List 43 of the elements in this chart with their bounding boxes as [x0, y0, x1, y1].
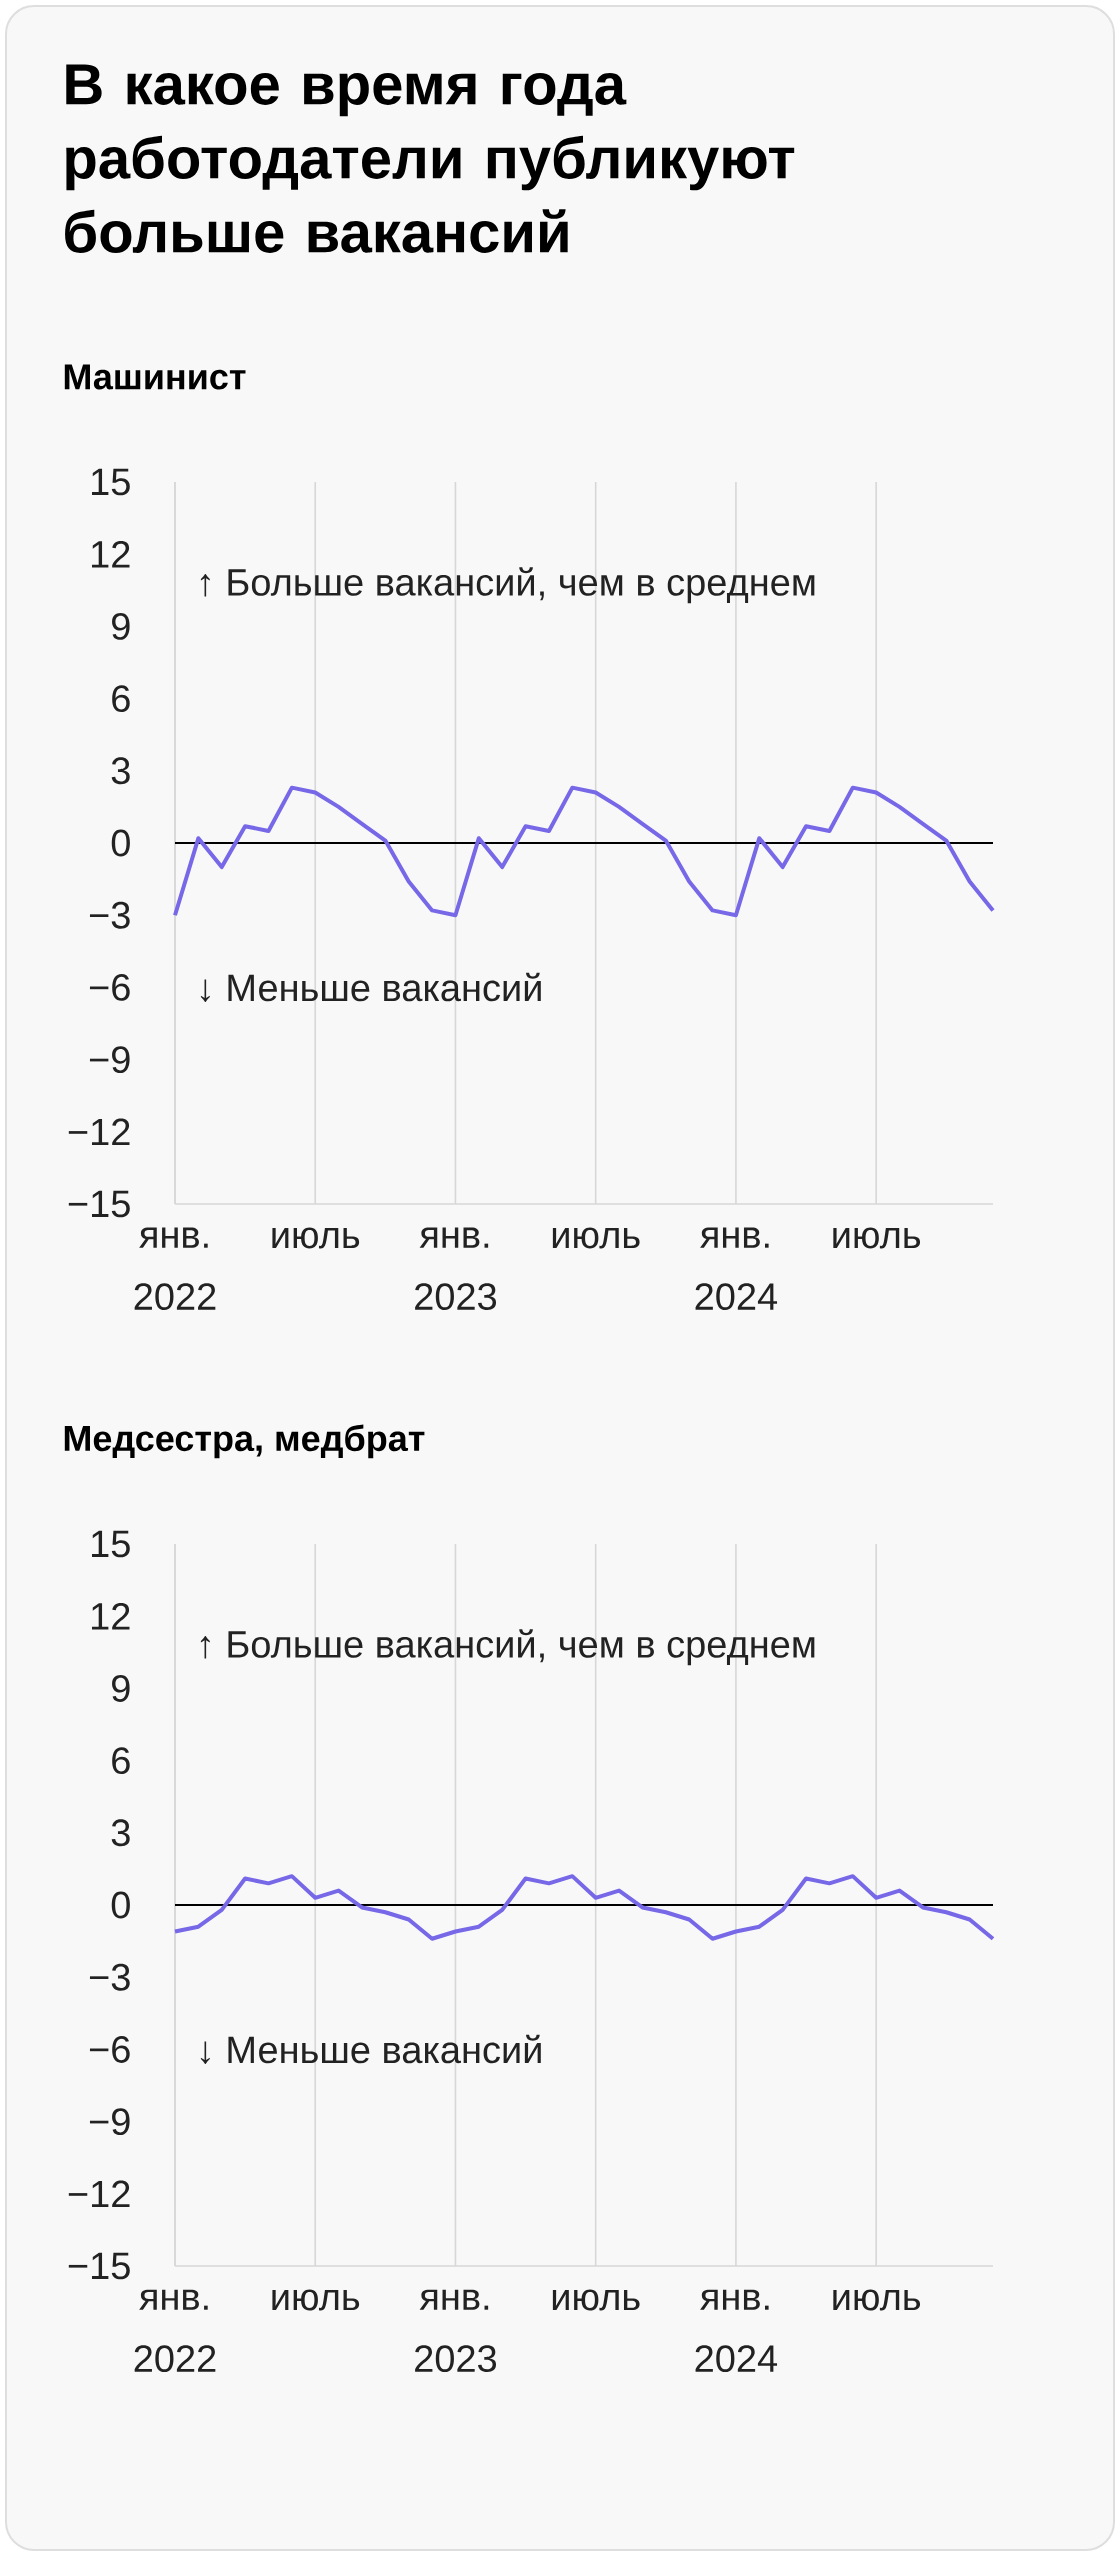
x-tick-label: июль — [552, 2289, 640, 2311]
y-tick-label: −15 — [68, 2252, 130, 2280]
y-tick-label: 9 — [112, 612, 130, 640]
x-tick-label: янв. 2023 — [415, 1227, 497, 1311]
x-tick-label: янв. 2024 — [695, 2289, 778, 2373]
y-tick-label: −12 — [68, 1118, 130, 1146]
x-tick-label: июль — [272, 1227, 360, 1249]
x-tick-label: июль — [552, 1227, 640, 1249]
y-tick-label: 12 — [92, 540, 130, 568]
y-tick-label: −6 — [89, 973, 130, 1001]
x-tick-label: июль — [272, 2289, 360, 2311]
annotation: ↑ Больше вакансий, чем в среднем — [200, 1629, 815, 1666]
y-tick-label: 0 — [111, 1891, 130, 1919]
y-tick-label: 6 — [112, 685, 130, 713]
line-series — [173, 1874, 995, 1941]
x-tick-label: июль — [833, 2289, 921, 2311]
chart-title: Медсестра, медбрат — [64, 1424, 425, 1459]
chart-subtitle: Машинист — [64, 364, 246, 390]
y-tick-label: 6 — [112, 1747, 130, 1775]
y-tick-label: 15 — [92, 468, 130, 496]
x-tick-label: июль — [833, 1227, 921, 1249]
x-tick-label: янв. 2022 — [134, 1227, 216, 1311]
annotation: ↓ Меньше вакансий — [200, 972, 541, 1003]
x-tick-label: янв. 2024 — [695, 1227, 778, 1311]
x-tick-label: янв. 2022 — [134, 2289, 216, 2373]
y-tick-label: 15 — [92, 1530, 130, 1558]
y-tick-label: 3 — [111, 1819, 130, 1847]
x-tick-label: янв. 2023 — [415, 2289, 497, 2373]
y-tick-label: 0 — [111, 829, 130, 857]
y-tick-label: 3 — [111, 757, 130, 785]
y-tick-label: 9 — [112, 1674, 130, 1702]
y-tick-label: −9 — [89, 2108, 130, 2136]
y-tick-label: −6 — [89, 2035, 130, 2063]
y-tick-label: −12 — [68, 2180, 130, 2208]
y-tick-label: 12 — [92, 1602, 130, 1630]
chart-title: В какое время года работодатели публикуют больше вакансий — [65, 64, 795, 253]
y-tick-label: −3 — [89, 901, 130, 929]
annotation: ↑ Больше вакансий, чем в среднем — [200, 567, 815, 604]
y-tick-label: −3 — [89, 1963, 130, 1991]
annotation: ↓ Меньше вакансий — [200, 2034, 541, 2065]
y-tick-label: −15 — [68, 1190, 130, 1218]
line-series — [173, 785, 995, 918]
y-tick-label: −9 — [89, 1046, 130, 1074]
